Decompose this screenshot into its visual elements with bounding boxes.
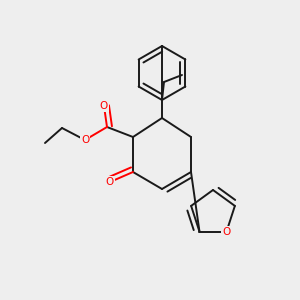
- Text: O: O: [222, 226, 231, 237]
- Text: O: O: [106, 177, 114, 187]
- Text: O: O: [100, 101, 108, 111]
- Text: O: O: [81, 135, 89, 145]
